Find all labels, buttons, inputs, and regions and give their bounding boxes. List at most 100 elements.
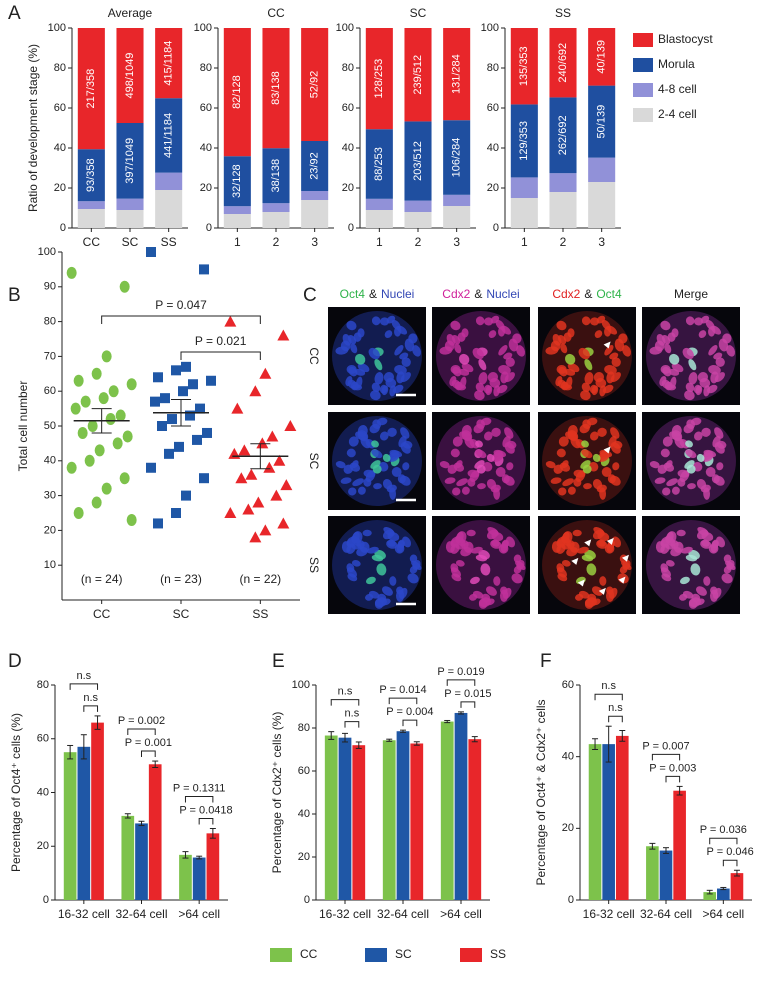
nucleus bbox=[359, 541, 370, 553]
nucleus bbox=[565, 431, 578, 441]
x-tick-label: >64 cell bbox=[702, 907, 744, 921]
nucleus bbox=[708, 365, 721, 375]
nucleus bbox=[478, 597, 491, 608]
y-tick-label: 60 bbox=[342, 102, 354, 114]
y-tick-label: 70 bbox=[44, 350, 56, 362]
nucleus bbox=[669, 431, 682, 441]
header-part: Cdx2 bbox=[552, 287, 580, 301]
p-value: P = 0.0418 bbox=[179, 804, 232, 816]
bar-segment bbox=[443, 194, 471, 206]
nucleus bbox=[561, 460, 569, 469]
bar-segment bbox=[262, 148, 290, 204]
nucleus bbox=[396, 325, 408, 335]
nucleus bbox=[389, 487, 397, 500]
bar-segment bbox=[155, 98, 183, 173]
point bbox=[181, 361, 191, 372]
point bbox=[80, 395, 91, 408]
bar bbox=[410, 743, 424, 900]
nucleus bbox=[580, 460, 591, 469]
nucleus bbox=[355, 431, 368, 441]
value-label: 239/512 bbox=[412, 55, 424, 95]
nucleus bbox=[457, 332, 466, 342]
bar bbox=[468, 739, 482, 900]
nucleus bbox=[552, 333, 562, 346]
bar bbox=[192, 857, 206, 900]
value-label: 106/284 bbox=[451, 138, 463, 178]
y-tick-label: 40 bbox=[298, 808, 310, 820]
nucleus bbox=[563, 332, 572, 342]
y-tick-label: 0 bbox=[568, 894, 574, 906]
point bbox=[153, 518, 163, 529]
nucleus bbox=[606, 540, 615, 553]
n-label: (n = 23) bbox=[160, 572, 202, 586]
nucleus bbox=[556, 563, 565, 573]
nucleus bbox=[470, 546, 483, 554]
nucleus bbox=[685, 382, 695, 393]
nucleus bbox=[569, 541, 580, 553]
nucleus bbox=[346, 364, 357, 374]
nucleus bbox=[476, 464, 486, 474]
nucleus bbox=[716, 462, 724, 471]
legend-label: CC bbox=[300, 947, 318, 961]
point bbox=[98, 392, 109, 405]
bracket bbox=[388, 697, 418, 705]
point bbox=[174, 441, 184, 452]
nucleus bbox=[710, 540, 719, 553]
value-label: 83/138 bbox=[270, 71, 282, 105]
nucleus bbox=[556, 364, 567, 374]
bar-segment bbox=[155, 172, 183, 190]
p-value: P = 0.003 bbox=[649, 762, 696, 774]
point bbox=[171, 508, 181, 518]
y-tick-label: 20 bbox=[342, 182, 354, 194]
nucleus bbox=[455, 535, 466, 547]
y-tick-label: 100 bbox=[48, 22, 66, 34]
nucleus bbox=[382, 453, 391, 462]
chart-title: SS bbox=[555, 6, 571, 20]
nucleus bbox=[665, 460, 673, 469]
point bbox=[252, 496, 265, 508]
point bbox=[171, 365, 181, 376]
x-tick-label: 3 bbox=[311, 235, 318, 249]
nucleus bbox=[711, 474, 720, 484]
nucleus bbox=[685, 554, 698, 562]
point bbox=[273, 454, 286, 466]
point bbox=[245, 468, 258, 480]
nucleus bbox=[382, 478, 393, 490]
bar-segment bbox=[77, 149, 105, 202]
nucleus bbox=[459, 353, 470, 365]
header-part: Oct4 bbox=[340, 287, 366, 301]
nucleus bbox=[511, 573, 523, 584]
nucleus bbox=[439, 461, 450, 469]
nucleus bbox=[622, 345, 632, 357]
bar bbox=[703, 892, 717, 900]
point bbox=[188, 379, 198, 390]
y-tick-label: 60 bbox=[562, 679, 574, 691]
point bbox=[94, 444, 105, 457]
nucleus bbox=[383, 372, 395, 383]
nucleus bbox=[374, 597, 387, 608]
y-tick-label: 40 bbox=[342, 142, 354, 154]
nucleus bbox=[444, 477, 456, 484]
nucleus bbox=[368, 347, 380, 360]
nucleus bbox=[407, 573, 419, 584]
value-label: 88/253 bbox=[373, 147, 385, 181]
nucleus bbox=[389, 449, 403, 458]
nucleus bbox=[458, 368, 470, 376]
legend-swatch bbox=[633, 83, 653, 97]
nucleus bbox=[373, 483, 382, 490]
p-value: P = 0.021 bbox=[195, 334, 247, 348]
nucleus bbox=[558, 436, 569, 447]
x-tick-label: 2 bbox=[415, 235, 422, 249]
point bbox=[277, 329, 290, 341]
nucleus bbox=[605, 589, 615, 602]
nucleus bbox=[394, 365, 407, 375]
bar-segment bbox=[223, 156, 251, 207]
nucleus bbox=[693, 317, 704, 326]
header-part: Oct4 bbox=[596, 287, 622, 301]
nucleus bbox=[371, 554, 384, 562]
p-value: P = 0.001 bbox=[125, 737, 172, 749]
nucleus bbox=[592, 586, 603, 596]
point bbox=[150, 396, 160, 407]
bar bbox=[673, 790, 686, 900]
nucleus bbox=[612, 462, 620, 471]
